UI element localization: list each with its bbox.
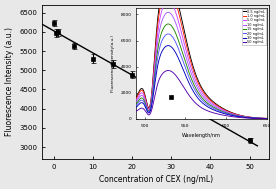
X-axis label: Concentration of CEX (ng/mL): Concentration of CEX (ng/mL) — [99, 175, 213, 184]
Y-axis label: Fluorescence Intensity (a.u.): Fluorescence Intensity (a.u.) — [5, 27, 14, 136]
